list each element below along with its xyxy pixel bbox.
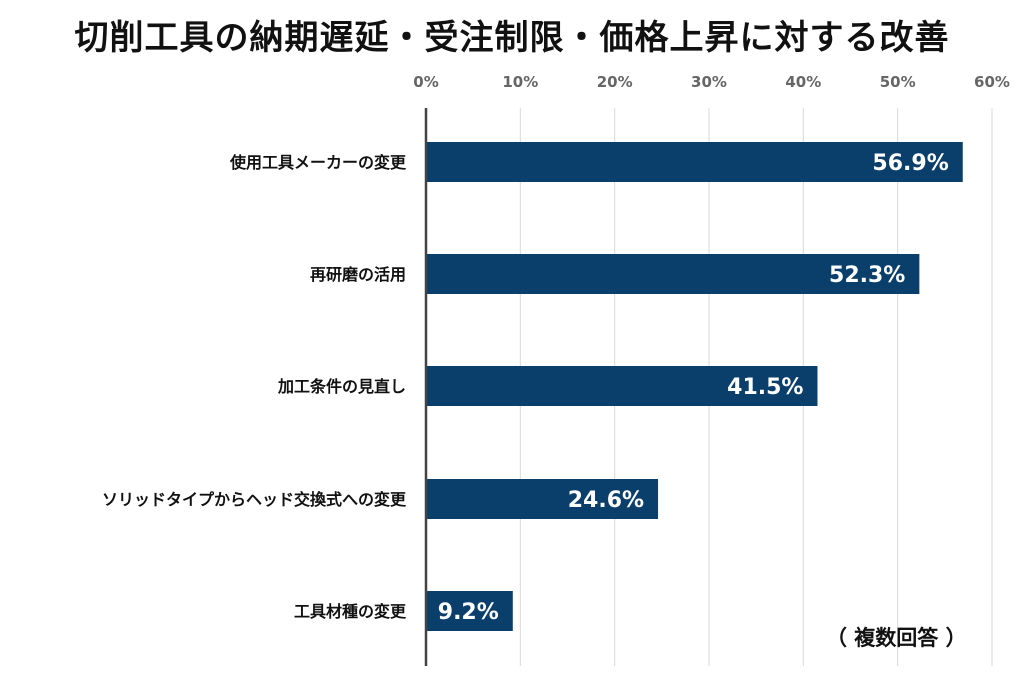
x-tick-label: 30%: [691, 73, 727, 91]
x-tick-label: 40%: [785, 73, 821, 91]
category-labels: 使用工具メーカーの変更再研磨の活用加工条件の見直しソリッドタイプからヘッド交換式…: [102, 153, 407, 621]
data-labels: 56.9% 52.3% 41.5% 24.6% 9.2%: [438, 151, 949, 625]
data-label: 41.5%: [727, 375, 803, 400]
x-tick-label: 0%: [413, 73, 438, 91]
x-tick-label: 60%: [974, 73, 1010, 91]
chart-note: （ 複数回答 ）: [826, 626, 967, 650]
data-label: 9.2%: [438, 600, 499, 625]
category-label: 工具材種の変更: [294, 602, 407, 621]
data-label: 52.3%: [829, 263, 905, 288]
data-label: 56.9%: [872, 151, 948, 176]
x-tick-label: 50%: [880, 73, 916, 91]
bar: [426, 366, 818, 406]
category-label: 加工条件の見直し: [277, 377, 406, 396]
category-label: ソリッドタイプからヘッド交換式への変更: [102, 490, 407, 509]
bar: [426, 254, 920, 294]
x-tick-label: 20%: [597, 73, 633, 91]
bar: [426, 479, 659, 519]
bar: [426, 591, 513, 631]
data-label: 24.6%: [568, 488, 644, 513]
x-axis-ticks: 0% 10% 20% 30% 40% 50% 60%: [413, 73, 1010, 91]
bar: [426, 142, 963, 182]
category-label: 使用工具メーカーの変更: [229, 153, 407, 172]
chart-title: 切削工具の納期遅延・受注制限・価格上昇に対する改善: [74, 18, 950, 58]
x-tick-label: 10%: [502, 73, 538, 91]
bars: [426, 142, 963, 631]
category-label: 再研磨の活用: [310, 265, 406, 284]
